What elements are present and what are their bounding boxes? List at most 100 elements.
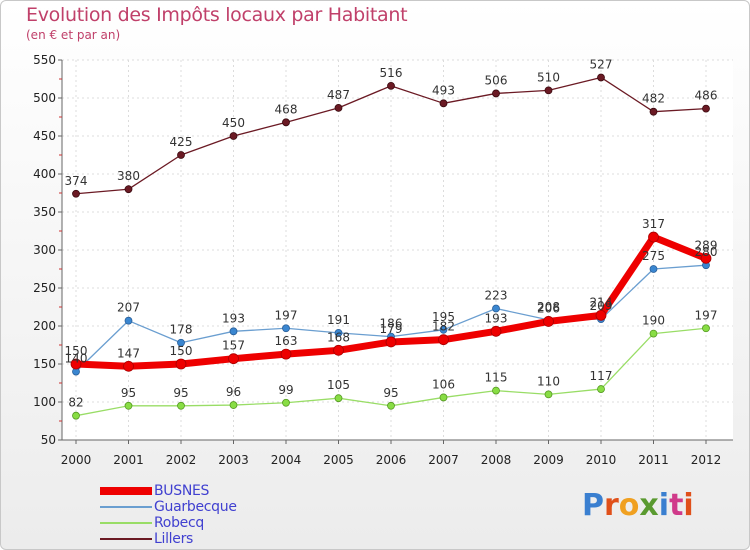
data-label-guarbecque: 197	[275, 308, 298, 322]
y-tick-label: 200	[33, 319, 56, 333]
data-point-robecq	[544, 390, 553, 399]
x-tick-label: 2012	[691, 453, 722, 467]
data-point-guarbecque	[282, 324, 290, 333]
data-point-lillers	[334, 103, 343, 112]
x-tick-label: 2003	[218, 453, 249, 467]
data-label-lillers: 374	[65, 174, 88, 188]
data-label-lillers: 527	[590, 57, 613, 71]
legend-swatch	[100, 487, 152, 495]
data-point-busnes	[595, 309, 607, 321]
data-label-guarbecque: 193	[222, 311, 245, 325]
data-point-lillers	[387, 81, 395, 90]
data-point-lillers	[649, 107, 658, 116]
data-label-busnes: 163	[275, 334, 298, 348]
data-point-robecq	[649, 329, 658, 338]
proxiti-logo: Proxiti	[582, 488, 694, 523]
logo-letter: i	[658, 488, 670, 523]
data-point-guarbecque	[177, 338, 185, 347]
data-point-guarbecque	[124, 316, 133, 325]
legend-label: Robecq	[154, 515, 204, 531]
data-label-lillers: 425	[170, 135, 193, 149]
chart-title: Evolution des Impôts locaux par Habitant	[26, 4, 408, 26]
line-chart: 50 100 150 200 250 300 350 400 450 500 550 2000 2001…	[33, 53, 733, 467]
x-tick-label: 2000	[61, 453, 92, 467]
data-label-lillers: 486	[695, 89, 718, 103]
data-label-robecq: 95	[121, 386, 136, 400]
data-label-guarbecque: 280	[695, 245, 718, 259]
data-point-guarbecque	[229, 327, 238, 336]
legend-swatch	[100, 506, 152, 508]
data-label-robecq: 105	[327, 378, 350, 392]
data-point-lillers	[124, 185, 133, 194]
data-label-robecq: 115	[485, 371, 508, 385]
data-point-lillers	[439, 99, 448, 108]
data-label-lillers: 510	[537, 70, 560, 84]
y-tick-label: 500	[33, 91, 56, 105]
data-label-guarbecque: 140	[65, 352, 88, 366]
data-point-lillers	[282, 118, 290, 127]
data-point-busnes	[648, 231, 659, 243]
data-point-busnes	[228, 353, 239, 365]
data-label-guarbecque: 195	[432, 310, 455, 324]
data-label-busnes: 179	[380, 322, 403, 336]
data-point-busnes	[175, 358, 187, 370]
data-label-lillers: 516	[380, 66, 403, 80]
data-label-robecq: 82	[68, 396, 83, 410]
x-tick-label: 2005	[323, 453, 354, 467]
data-label-busnes: 193	[485, 311, 508, 325]
data-point-busnes	[70, 358, 82, 370]
data-label-busnes: 289	[695, 238, 718, 252]
data-label-robecq: 96	[226, 385, 241, 399]
data-label-busnes: 150	[170, 344, 193, 358]
data-point-robecq	[702, 324, 710, 333]
data-label-busnes: 168	[327, 330, 350, 344]
data-point-guarbecque	[334, 328, 343, 337]
data-label-robecq: 117	[590, 369, 613, 383]
data-label-busnes: 214	[590, 295, 613, 309]
data-label-robecq: 106	[432, 377, 455, 391]
y-tick-label: 350	[33, 205, 56, 219]
data-point-guarbecque	[439, 325, 448, 334]
logo-letter: x	[639, 488, 659, 523]
x-tick-label: 2006	[376, 453, 407, 467]
data-point-robecq	[334, 394, 343, 403]
x-tick-label: 2010	[586, 453, 617, 467]
data-label-lillers: 482	[642, 92, 665, 106]
data-label-robecq: 197	[695, 308, 718, 322]
data-point-lillers	[597, 73, 605, 82]
data-point-robecq	[177, 401, 185, 410]
y-tick-label: 100	[33, 395, 56, 409]
data-label-robecq: 110	[537, 374, 560, 388]
y-tick-label: 150	[33, 357, 56, 371]
data-label-robecq: 190	[642, 314, 665, 328]
data-point-busnes	[490, 325, 502, 337]
data-label-lillers: 487	[327, 88, 350, 102]
data-point-robecq	[492, 386, 500, 395]
data-point-lillers	[492, 89, 500, 98]
data-label-lillers: 468	[275, 102, 298, 116]
x-tick-label: 2009	[533, 453, 564, 467]
data-label-lillers: 493	[432, 83, 455, 97]
data-point-guarbecque	[492, 304, 500, 313]
legend-label: Guarbecque	[154, 499, 237, 515]
data-point-robecq	[124, 401, 133, 410]
data-label-busnes: 150	[65, 344, 88, 358]
data-label-busnes: 182	[432, 320, 455, 334]
data-point-busnes	[543, 316, 554, 327]
data-label-guarbecque: 208	[537, 300, 560, 314]
legend-swatch	[100, 538, 152, 540]
logo-letter: P	[582, 488, 604, 523]
data-label-busnes: 157	[222, 339, 245, 353]
data-label-robecq: 99	[278, 383, 293, 397]
data-point-robecq	[72, 411, 80, 420]
logo-letter: i	[683, 488, 694, 523]
data-label-robecq: 95	[173, 386, 188, 400]
data-label-lillers: 450	[222, 116, 245, 130]
y-tick-label: 50	[41, 433, 56, 447]
data-label-guarbecque: 275	[642, 249, 665, 263]
legend-label: Lillers	[154, 531, 194, 547]
y-tick-label: 300	[33, 243, 56, 257]
data-label-busnes: 147	[117, 346, 140, 360]
y-tick-label: 250	[33, 281, 56, 295]
data-point-robecq	[597, 385, 605, 393]
